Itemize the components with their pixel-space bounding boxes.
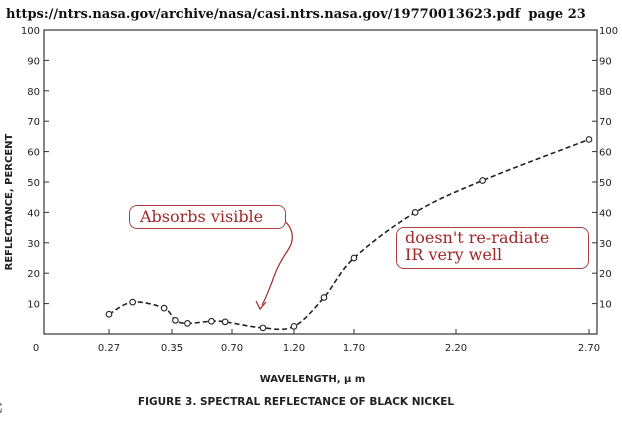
- y-tick-label-left: 60: [27, 148, 40, 159]
- x-tick-label: 1.20: [283, 343, 305, 354]
- annotation-pointer-line: [261, 219, 293, 306]
- y-tick-label-right: 100: [599, 26, 618, 37]
- y-tick-label-right: 90: [599, 56, 612, 67]
- x-tick-label: 2.70: [578, 343, 600, 354]
- reradiate-text-line1: doesn't re-radiate: [405, 228, 550, 247]
- x-tick-label: 1.70: [343, 343, 365, 354]
- reradiate-annotation: doesn't re-radiate IR very well: [396, 227, 589, 269]
- y-axis-label: REFLECTANCE, PERCENT: [4, 133, 15, 270]
- data-point: [411, 209, 419, 216]
- data-point: [208, 317, 215, 325]
- y-tick-label-left: 90: [27, 56, 40, 67]
- data-point: [105, 310, 113, 318]
- data-point: [160, 304, 168, 312]
- absorbs-visible-text: Absorbs visible: [140, 207, 264, 226]
- y-tick-label-left: 10: [27, 300, 40, 311]
- x-tick-label: 0.35: [161, 343, 183, 354]
- y-tick-label-left: 40: [27, 208, 40, 219]
- figure-caption: FIGURE 3. SPECTRAL REFLECTANCE OF BLACK …: [138, 396, 455, 408]
- page-number: page 23: [528, 7, 586, 22]
- data-point: [184, 320, 191, 327]
- y-tick-label-left: 50: [27, 178, 40, 189]
- annotation-arrowhead: [255, 300, 267, 311]
- y-tick-label-left: 70: [27, 117, 40, 128]
- data-point: [350, 254, 358, 262]
- plot-frame: [43, 29, 598, 335]
- reradiate-text-line2: IR very well: [405, 245, 503, 264]
- x-axis-label: WAVELENGTH, μ m: [260, 374, 366, 385]
- x-tick-label: 2.20: [445, 343, 467, 354]
- data-point: [221, 318, 229, 326]
- y-tick-label-left: 100: [21, 26, 40, 37]
- absorbs-visible-annotation: Absorbs visible: [129, 205, 286, 229]
- source-url: https://ntrs.nasa.gov/archive/nasa/casi.…: [6, 7, 586, 22]
- y-tick-label-right: 60: [599, 148, 612, 159]
- y-tick-label-right: 80: [599, 87, 612, 98]
- y-tick-label-left: 30: [27, 239, 40, 250]
- data-point: [259, 324, 267, 332]
- x-tick-label: 0.27: [98, 343, 120, 354]
- y-tick-label-right: 30: [599, 239, 612, 250]
- y-tick-label-left: 80: [27, 87, 40, 98]
- y-tick-label-right: 20: [599, 269, 612, 280]
- y-tick-label-left: 0: [33, 343, 39, 354]
- data-point: [320, 294, 328, 301]
- data-point: [585, 136, 593, 143]
- data-point: [479, 177, 486, 184]
- y-tick-label-right: 40: [599, 208, 612, 219]
- y-tick-label-right: 70: [599, 117, 612, 128]
- y-tick-label-right: 10: [599, 300, 612, 311]
- data-point: [290, 323, 298, 330]
- x-tick-label: 0.70: [221, 343, 243, 354]
- side-page-number: 17: [0, 402, 2, 414]
- data-point: [172, 316, 179, 324]
- y-tick-label-right: 50: [599, 178, 612, 189]
- series-line: [108, 138, 590, 331]
- url-text: https://ntrs.nasa.gov/archive/nasa/casi.…: [6, 7, 521, 22]
- y-tick-label-left: 20: [27, 269, 40, 280]
- data-point: [129, 298, 136, 306]
